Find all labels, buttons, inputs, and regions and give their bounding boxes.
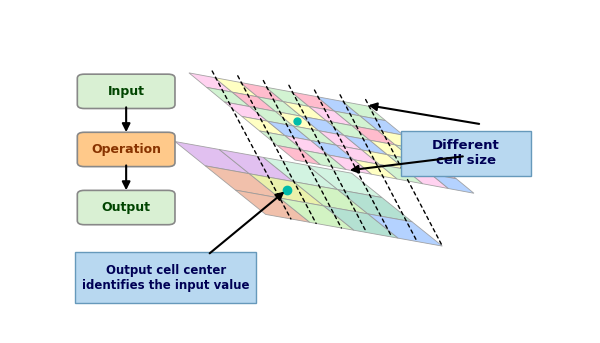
Polygon shape xyxy=(260,131,303,150)
Polygon shape xyxy=(263,157,338,190)
Polygon shape xyxy=(352,126,395,145)
Polygon shape xyxy=(285,136,328,155)
Polygon shape xyxy=(326,121,370,140)
Polygon shape xyxy=(266,87,309,106)
Polygon shape xyxy=(206,87,250,107)
Polygon shape xyxy=(250,174,324,206)
Polygon shape xyxy=(311,141,354,160)
Polygon shape xyxy=(224,102,268,121)
Polygon shape xyxy=(303,150,346,169)
Polygon shape xyxy=(293,126,337,145)
Polygon shape xyxy=(242,116,285,136)
FancyBboxPatch shape xyxy=(77,74,175,108)
Text: Different
cell size: Different cell size xyxy=(432,139,499,167)
Polygon shape xyxy=(175,142,250,174)
Polygon shape xyxy=(328,155,371,174)
Polygon shape xyxy=(275,111,319,131)
Text: Input: Input xyxy=(107,85,145,98)
Polygon shape xyxy=(405,169,448,189)
Polygon shape xyxy=(277,145,320,165)
Text: Output cell center
identifies the input value: Output cell center identifies the input … xyxy=(82,263,250,292)
FancyBboxPatch shape xyxy=(401,131,531,176)
Polygon shape xyxy=(291,92,334,111)
Polygon shape xyxy=(324,206,398,238)
Polygon shape xyxy=(319,131,362,150)
Polygon shape xyxy=(413,159,457,179)
Polygon shape xyxy=(395,145,439,164)
Polygon shape xyxy=(215,78,258,97)
Polygon shape xyxy=(308,165,382,198)
Polygon shape xyxy=(250,107,293,126)
Polygon shape xyxy=(380,165,423,184)
Polygon shape xyxy=(354,160,397,179)
Polygon shape xyxy=(189,73,232,92)
Polygon shape xyxy=(378,130,421,150)
Polygon shape xyxy=(338,190,412,222)
Polygon shape xyxy=(344,135,388,155)
Polygon shape xyxy=(268,121,311,141)
Polygon shape xyxy=(293,182,368,214)
Polygon shape xyxy=(240,82,283,102)
Polygon shape xyxy=(317,97,360,116)
Polygon shape xyxy=(219,150,293,182)
Polygon shape xyxy=(309,106,352,126)
Polygon shape xyxy=(362,150,405,169)
Polygon shape xyxy=(431,174,474,193)
Text: Operation: Operation xyxy=(91,143,161,156)
Polygon shape xyxy=(368,214,442,246)
Polygon shape xyxy=(258,97,301,116)
Polygon shape xyxy=(283,102,326,121)
Polygon shape xyxy=(388,155,431,174)
Polygon shape xyxy=(343,102,386,121)
Polygon shape xyxy=(301,116,344,135)
Polygon shape xyxy=(360,116,403,135)
FancyBboxPatch shape xyxy=(77,190,175,225)
FancyBboxPatch shape xyxy=(77,132,175,167)
Polygon shape xyxy=(280,198,354,230)
Polygon shape xyxy=(334,111,378,130)
Polygon shape xyxy=(232,92,275,111)
Polygon shape xyxy=(370,140,413,159)
Polygon shape xyxy=(235,190,310,222)
FancyBboxPatch shape xyxy=(75,252,256,303)
Polygon shape xyxy=(205,166,280,198)
Polygon shape xyxy=(337,145,380,165)
Text: Output: Output xyxy=(101,201,151,214)
